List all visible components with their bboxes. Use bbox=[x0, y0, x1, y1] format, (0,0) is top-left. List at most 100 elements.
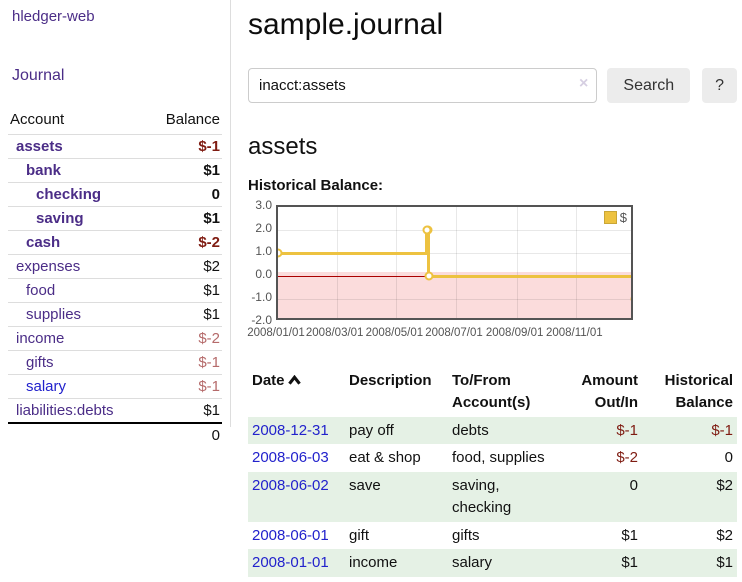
x-axis-tick-label: 2008/01/01 bbox=[247, 327, 305, 339]
account-link[interactable]: income bbox=[16, 330, 65, 347]
register-header-date[interactable]: Date bbox=[248, 367, 345, 417]
gridline bbox=[396, 207, 398, 318]
series-segment bbox=[278, 251, 427, 255]
historical-balance: $1 bbox=[716, 554, 733, 572]
account-link[interactable]: cash bbox=[26, 234, 61, 251]
transaction-amount: $1 bbox=[621, 554, 638, 572]
account-row: liabilities:debts $1 bbox=[8, 398, 222, 423]
account-link[interactable]: checking bbox=[36, 186, 102, 203]
series-segment bbox=[428, 274, 631, 278]
y-axis-tick-label: 2.0 bbox=[255, 221, 272, 235]
series-segment bbox=[425, 228, 429, 255]
register-header-amount: Amount Out/In bbox=[581, 372, 638, 411]
gridline bbox=[278, 299, 631, 300]
historical-balance: $-1 bbox=[711, 421, 733, 439]
register-header-balance: Historical Balance bbox=[664, 372, 733, 411]
account-balance: $-2 bbox=[115, 230, 222, 255]
x-axis-tick-label: 2008/09/01 bbox=[485, 327, 544, 339]
help-button[interactable]: ? bbox=[702, 68, 737, 103]
y-axis-tick-label: -1.0 bbox=[251, 290, 272, 304]
transaction-accounts: saving, checking bbox=[452, 477, 512, 516]
account-row: cash $-2 bbox=[8, 230, 222, 255]
transaction-accounts: gifts bbox=[452, 526, 480, 544]
account-link[interactable]: bank bbox=[26, 162, 62, 179]
historical-balance-chart: $ 3.0 2.0 1.0 0.0 -1.0 -2.0 2008/01/01 2008/03… bbox=[247, 199, 668, 343]
account-balance: $2 bbox=[115, 254, 222, 279]
negative-region bbox=[278, 272, 631, 318]
sidebar-item-journal[interactable]: Journal bbox=[12, 67, 65, 84]
accounts-header-row: Account Balance bbox=[8, 109, 222, 135]
gridline bbox=[516, 207, 518, 318]
legend-label: $ bbox=[619, 210, 627, 225]
x-axis-tick-label: 2008/03/01 bbox=[305, 327, 364, 339]
account-link[interactable]: expenses bbox=[16, 258, 81, 275]
transaction-date-link[interactable]: 2008-06-03 bbox=[252, 449, 329, 467]
historical-balance: $2 bbox=[716, 526, 733, 544]
account-row: salary $-1 bbox=[8, 374, 222, 399]
x-axis-tick-label: 2008/11/01 bbox=[545, 327, 603, 339]
account-balance: $1 bbox=[115, 302, 222, 327]
account-heading: assets bbox=[248, 133, 318, 160]
search-button[interactable]: Search bbox=[607, 68, 691, 103]
transaction-date-link[interactable]: 2008-06-01 bbox=[252, 526, 329, 544]
main-content: sample.journal × Search ? assets Histori… bbox=[247, 0, 737, 577]
account-link[interactable]: gifts bbox=[26, 354, 54, 371]
transaction-description: save bbox=[349, 477, 381, 494]
account-link[interactable]: salary bbox=[26, 378, 67, 395]
historical-balance: 0 bbox=[724, 449, 733, 467]
account-balance: $1 bbox=[115, 398, 222, 423]
accounts-total-balance: 0 bbox=[115, 422, 222, 447]
gridline bbox=[278, 253, 631, 254]
accounts-header-account: Account bbox=[10, 111, 65, 128]
clear-search-icon[interactable]: × bbox=[579, 75, 589, 92]
account-link[interactable]: assets bbox=[16, 138, 63, 155]
account-row: supplies $1 bbox=[8, 302, 222, 327]
gridline bbox=[576, 207, 578, 318]
sidebar-nav: Journal bbox=[12, 67, 230, 85]
transaction-accounts: food, supplies bbox=[452, 449, 545, 467]
app-title: hledger-web bbox=[12, 8, 230, 25]
app-title-link[interactable]: hledger-web bbox=[12, 8, 95, 25]
search-input-wrap: × bbox=[248, 68, 598, 103]
account-row: bank $1 bbox=[8, 158, 222, 183]
chart-legend: $ bbox=[603, 210, 627, 225]
account-balance: $-1 bbox=[115, 134, 222, 159]
transaction-accounts: salary bbox=[452, 554, 493, 572]
account-balance: $-1 bbox=[115, 374, 222, 399]
register-row: 2008-12-31 pay off debts $-1 $-1 bbox=[248, 416, 737, 445]
gridline bbox=[456, 207, 457, 318]
account-link[interactable]: liabilities:debts bbox=[16, 402, 114, 419]
account-link[interactable]: supplies bbox=[26, 306, 82, 323]
register-table: Date Description To/From Account(s) Amou… bbox=[248, 367, 737, 577]
accounts-header-balance: Balance bbox=[165, 111, 220, 128]
transaction-date-link[interactable]: 2008-01-01 bbox=[252, 554, 329, 572]
transaction-description: pay off bbox=[349, 421, 394, 439]
chart-plot-area: $ bbox=[276, 205, 633, 320]
transaction-date-link[interactable]: 2008-06-02 bbox=[252, 477, 329, 494]
transaction-description: eat & shop bbox=[349, 449, 421, 467]
transaction-accounts: debts bbox=[452, 421, 489, 439]
transaction-description: gift bbox=[349, 526, 370, 544]
x-axis-tick-label: 2008/05/01 bbox=[365, 327, 424, 339]
search-bar: × Search ? bbox=[248, 68, 737, 103]
y-axis-tick-label: 0.0 bbox=[255, 267, 272, 281]
transaction-date-link[interactable]: 2008-12-31 bbox=[252, 421, 329, 439]
register-header-accounts: To/From Account(s) bbox=[452, 372, 531, 411]
register-row: 2008-06-02 save saving, checking 0 $2 bbox=[248, 472, 737, 522]
register-header-row: Date Description To/From Account(s) Amou… bbox=[248, 367, 737, 417]
account-row: assets $-1 bbox=[8, 134, 222, 159]
account-link[interactable]: saving bbox=[36, 210, 84, 227]
account-link[interactable]: food bbox=[26, 282, 56, 299]
data-point-marker bbox=[424, 271, 434, 281]
transaction-amount: 0 bbox=[629, 477, 638, 494]
account-row: gifts $-1 bbox=[8, 350, 222, 375]
sort-ascending-icon bbox=[287, 374, 301, 385]
data-point-marker bbox=[422, 225, 432, 235]
account-balance: $1 bbox=[115, 206, 222, 231]
register-row: 2008-06-01 gift gifts $1 $2 bbox=[248, 522, 737, 550]
historical-balance: $2 bbox=[716, 477, 733, 494]
transaction-amount: $-2 bbox=[616, 449, 638, 467]
account-row: saving $1 bbox=[8, 206, 222, 231]
search-input[interactable] bbox=[248, 68, 598, 103]
account-row: expenses $2 bbox=[8, 254, 222, 279]
